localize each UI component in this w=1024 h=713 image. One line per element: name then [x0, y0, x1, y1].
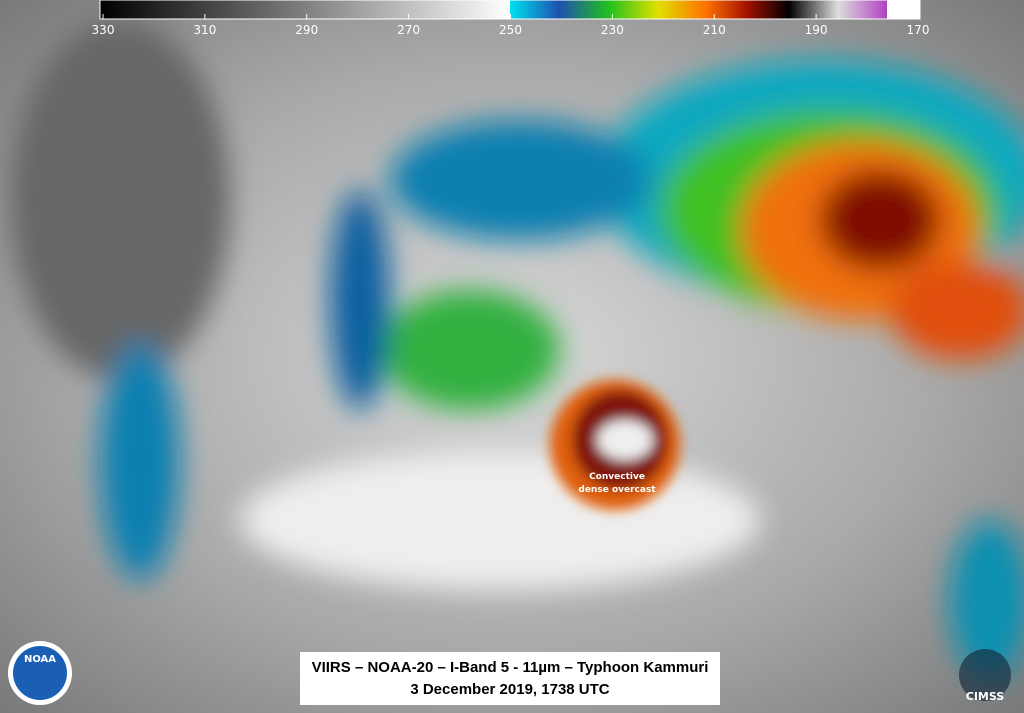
cimss-text: CIMSS [966, 690, 1005, 703]
tick-label: 290 [295, 23, 318, 37]
tick-label: 330 [92, 23, 115, 37]
tick-label: 250 [499, 23, 522, 37]
cdo [550, 380, 680, 510]
annotation: Convective [589, 472, 645, 482]
noaa-text: NOAA [24, 654, 56, 665]
caption: 3 December 2019, 1738 UTC [410, 681, 609, 698]
tick-label: 210 [703, 23, 726, 37]
caption: VIIRS – NOAA-20 – I-Band 5 - 11µm – Typh… [312, 659, 709, 676]
colorbar-ticks: 330 310 290 270 250 230 210 190 170 [92, 14, 930, 37]
tick-label: 230 [601, 23, 624, 37]
tick-label: 170 [907, 23, 930, 37]
annotation: dense overcast [578, 485, 656, 495]
tick-label: 270 [397, 23, 420, 37]
tick-label: 310 [193, 23, 216, 37]
caption-box [300, 652, 720, 705]
cimss-logo [959, 649, 1011, 701]
noaa-logo-inner [13, 646, 67, 700]
tick-label: 190 [805, 23, 828, 37]
